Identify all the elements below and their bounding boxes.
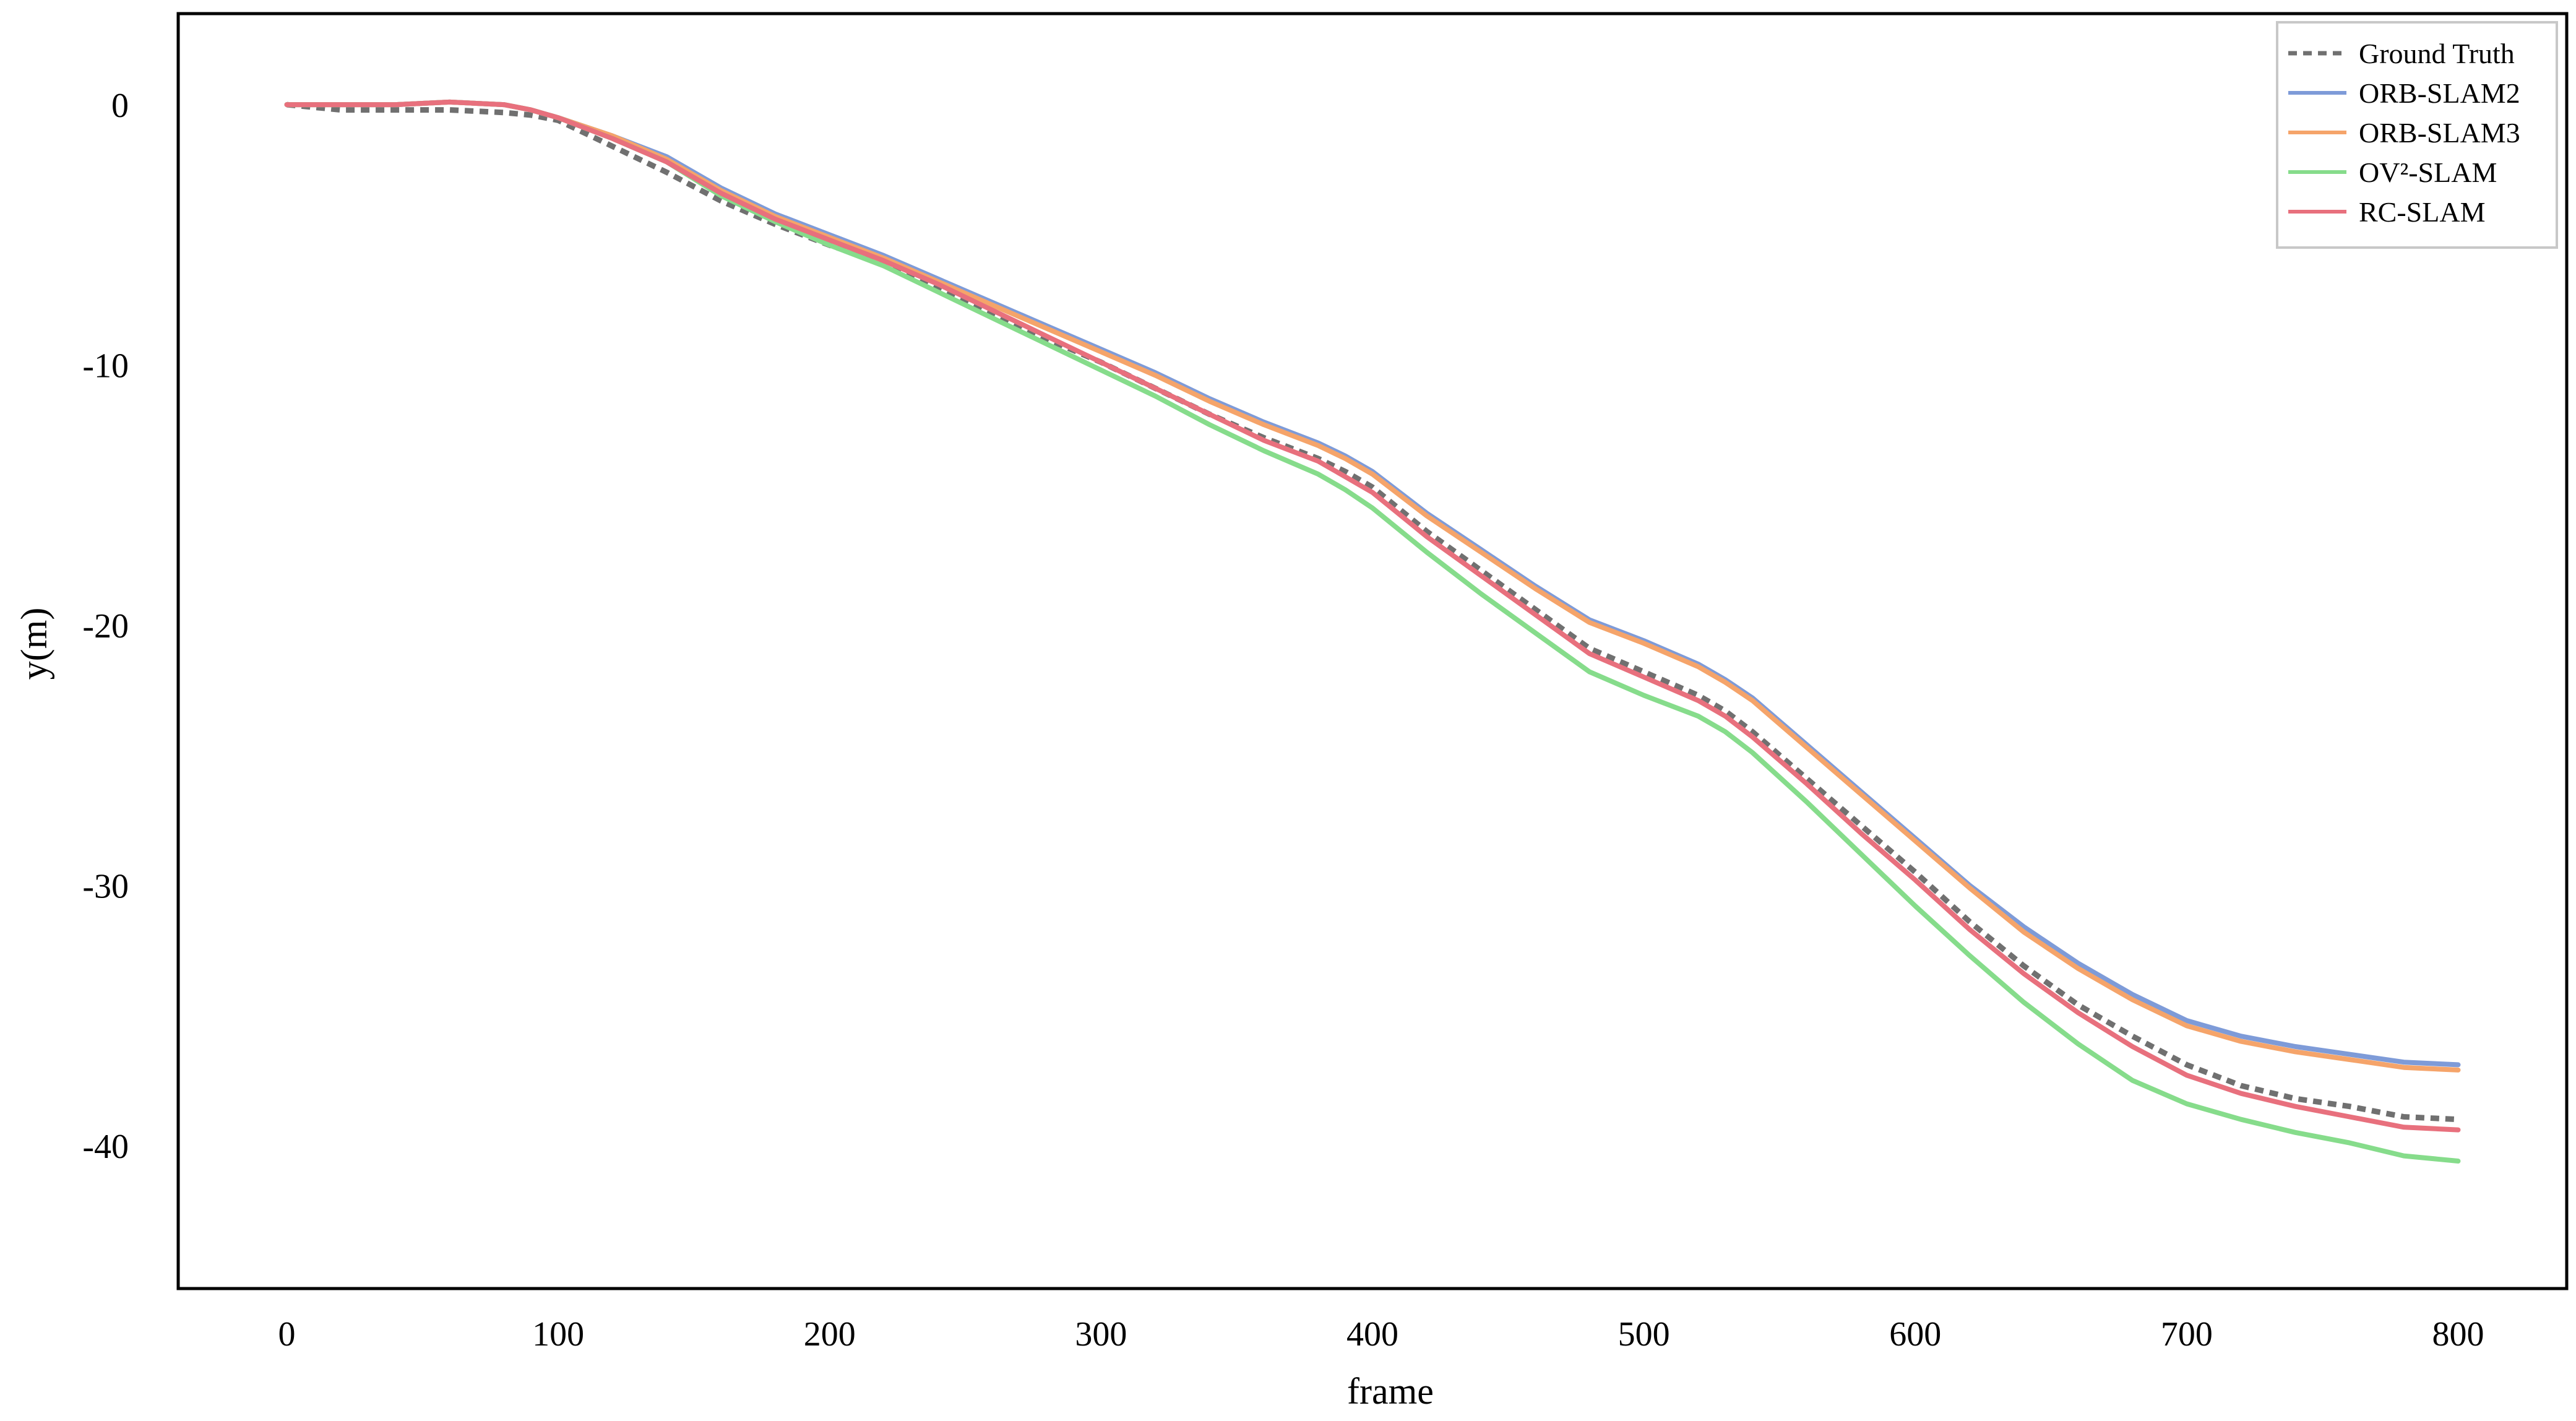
y-tick-label: -40 <box>82 1128 129 1166</box>
series-line-0 <box>286 102 2458 1123</box>
x-tick-labels: 0 100 200 300 400 500 600 700 800 <box>278 1315 2484 1354</box>
legend-label-4: RC-SLAM <box>2359 196 2485 228</box>
y-axis-label: y(m) <box>14 608 54 680</box>
y-tick-labels: 0 -10 -20 -30 -40 <box>82 87 129 1166</box>
x-tick-label: 200 <box>804 1315 856 1354</box>
y-tick-label: -10 <box>82 347 129 386</box>
legend-label-1: ORB-SLAM2 <box>2359 77 2520 109</box>
x-tick-label: 0 <box>278 1315 295 1354</box>
legend-label-2: ORB-SLAM3 <box>2359 117 2520 149</box>
x-axis-label: frame <box>1347 1371 1434 1412</box>
plot-area <box>176 12 2569 1290</box>
x-tick-label: 100 <box>532 1315 584 1354</box>
y-tick-label: 0 <box>111 87 129 125</box>
x-tick-label: 600 <box>1889 1315 1941 1354</box>
x-tick-label: 500 <box>1618 1315 1670 1354</box>
x-tick-label: 400 <box>1346 1315 1398 1354</box>
legend-label-0: Ground Truth <box>2359 38 2515 69</box>
legend: Ground Truth ORB-SLAM2 ORB-SLAM3 OV²-SLAM RC… <box>2276 21 2558 249</box>
series-layer <box>284 99 2461 1164</box>
series-line-4 <box>284 99 2461 1133</box>
y-tick-label: -30 <box>82 867 129 905</box>
y-tick-label: -20 <box>82 607 129 646</box>
x-tick-label: 800 <box>2432 1315 2484 1354</box>
legend-label-3: OV²-SLAM <box>2359 157 2497 188</box>
x-tick-label: 300 <box>1075 1315 1127 1354</box>
x-tick-label: 700 <box>2161 1315 2213 1354</box>
